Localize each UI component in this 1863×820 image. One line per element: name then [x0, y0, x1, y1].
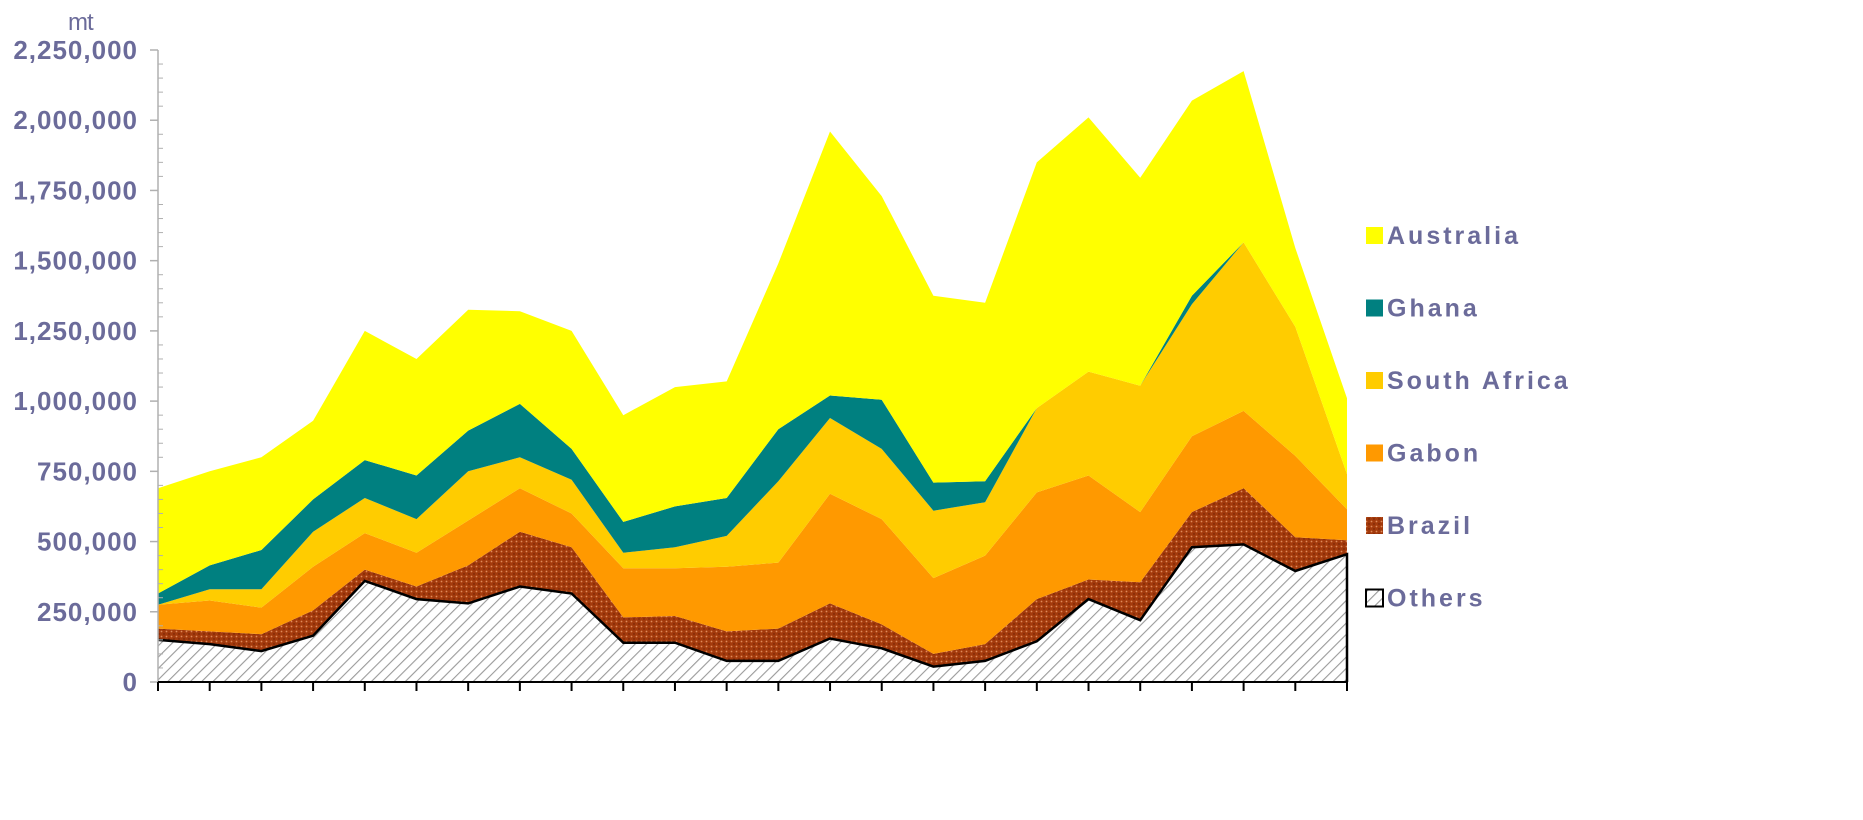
legend-label-ghana: Ghana — [1387, 295, 1480, 323]
y-axis: 0 250,000 500,000 750,000 1,000,000 1,250,000… — [13, 35, 163, 697]
legend-swatch-ghana — [1366, 299, 1383, 317]
legend-swatch-south-africa — [1366, 372, 1383, 389]
legend: Australia Ghana South Africa Gabon Brazil Oth… — [1365, 222, 1571, 613]
y-tick-label: 250,000 — [37, 597, 138, 627]
legend-swatch-others — [1365, 588, 1384, 608]
legend-item-south-africa: South Africa — [1366, 367, 1571, 395]
legend-item-ghana: Ghana — [1366, 295, 1480, 323]
y-tick-label: 500,000 — [37, 527, 138, 557]
legend-label-brazil: Brazil — [1387, 512, 1473, 540]
area-gabon — [158, 410, 1347, 654]
series-areas — [157, 71, 1349, 682]
y-tick-label: 2,250,000 — [13, 35, 138, 65]
legend-item-gabon: Gabon — [1366, 440, 1481, 468]
y-tick-label: 1,750,000 — [13, 175, 138, 205]
area-south-africa — [158, 242, 1347, 608]
area-brazil — [158, 488, 1347, 667]
x-axis — [157, 681, 1348, 691]
legend-swatch-gabon — [1366, 444, 1383, 462]
y-tick-label: 1,000,000 — [13, 386, 138, 416]
area-ghana — [158, 242, 1347, 605]
area-others — [158, 544, 1347, 682]
y-tick-label: 1,250,000 — [13, 316, 138, 346]
y-axis-unit: mt — [68, 9, 94, 36]
legend-item-brazil: Brazil — [1366, 512, 1473, 540]
legend-label-others: Others — [1387, 585, 1486, 613]
legend-item-australia: Australia — [1366, 222, 1521, 250]
others-outline — [157, 543, 1349, 682]
legend-swatch-brazil — [1366, 517, 1383, 534]
legend-label-australia: Australia — [1387, 222, 1521, 250]
legend-item-others: Others — [1365, 585, 1486, 613]
legend-swatch-australia — [1366, 227, 1383, 244]
legend-label-gabon: Gabon — [1387, 440, 1481, 468]
y-tick-label: 0 — [123, 667, 138, 697]
y-tick-label: 1,500,000 — [13, 246, 138, 276]
y-tick-label: 750,000 — [37, 456, 138, 486]
y-tick-label: 2,000,000 — [13, 105, 138, 135]
legend-label-south-africa: South Africa — [1387, 367, 1571, 395]
area-australia — [158, 71, 1347, 594]
